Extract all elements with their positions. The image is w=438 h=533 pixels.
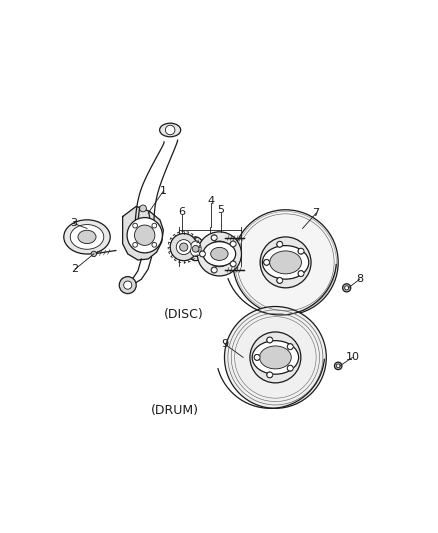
Circle shape <box>119 277 136 294</box>
Polygon shape <box>123 206 163 260</box>
Circle shape <box>133 243 138 247</box>
Circle shape <box>250 332 301 383</box>
Circle shape <box>211 267 217 273</box>
Text: 5: 5 <box>218 205 225 215</box>
Circle shape <box>180 243 188 251</box>
Text: 9: 9 <box>221 339 228 349</box>
Circle shape <box>335 362 342 370</box>
Circle shape <box>206 241 232 267</box>
Circle shape <box>152 223 157 228</box>
Ellipse shape <box>262 246 309 279</box>
Circle shape <box>264 260 270 265</box>
Ellipse shape <box>187 237 204 261</box>
Circle shape <box>336 364 340 368</box>
Ellipse shape <box>203 241 236 266</box>
Circle shape <box>345 286 349 290</box>
Text: 8: 8 <box>356 274 363 284</box>
Circle shape <box>298 270 304 277</box>
Circle shape <box>170 233 197 261</box>
Circle shape <box>235 212 336 313</box>
Circle shape <box>343 284 351 292</box>
Circle shape <box>225 306 326 408</box>
Circle shape <box>260 237 311 288</box>
Circle shape <box>176 240 191 255</box>
Circle shape <box>124 281 132 289</box>
Ellipse shape <box>190 241 201 256</box>
Ellipse shape <box>159 123 181 137</box>
Circle shape <box>298 248 304 254</box>
Circle shape <box>91 251 96 256</box>
Circle shape <box>140 205 146 212</box>
Text: 6: 6 <box>179 207 186 217</box>
Text: 4: 4 <box>207 196 215 206</box>
Circle shape <box>152 243 157 247</box>
Ellipse shape <box>259 346 291 369</box>
Circle shape <box>192 245 199 252</box>
Circle shape <box>127 217 162 253</box>
Circle shape <box>197 232 241 276</box>
Text: 10: 10 <box>346 352 360 362</box>
Text: 2: 2 <box>71 264 79 274</box>
Circle shape <box>134 225 155 245</box>
Circle shape <box>287 344 293 350</box>
Circle shape <box>211 235 217 241</box>
Ellipse shape <box>270 251 301 274</box>
Circle shape <box>277 241 283 247</box>
Circle shape <box>233 210 338 315</box>
Circle shape <box>277 277 283 284</box>
Text: (DRUM): (DRUM) <box>151 403 199 416</box>
Circle shape <box>166 125 175 135</box>
Ellipse shape <box>211 247 228 261</box>
Circle shape <box>199 251 205 257</box>
Circle shape <box>254 354 260 360</box>
Ellipse shape <box>252 341 299 374</box>
Circle shape <box>230 261 236 267</box>
Circle shape <box>133 223 138 228</box>
Circle shape <box>267 372 273 378</box>
Text: 1: 1 <box>160 186 167 196</box>
Ellipse shape <box>78 230 96 244</box>
Ellipse shape <box>70 224 104 249</box>
Text: (DISC): (DISC) <box>164 309 204 321</box>
Text: 7: 7 <box>313 208 320 218</box>
Circle shape <box>267 337 273 343</box>
Circle shape <box>230 241 236 247</box>
Circle shape <box>287 365 293 372</box>
Text: 3: 3 <box>70 219 77 228</box>
Ellipse shape <box>64 220 110 254</box>
